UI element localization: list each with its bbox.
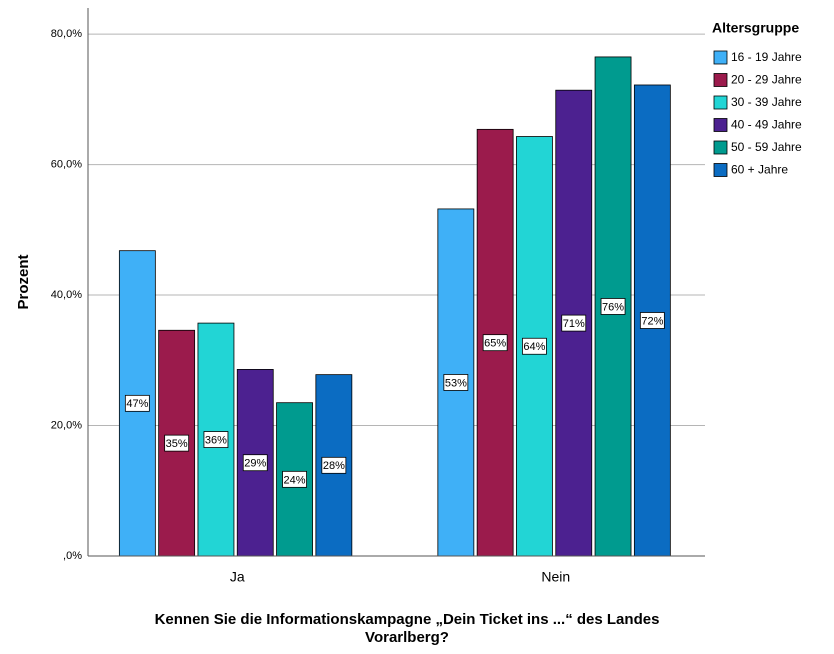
value-label-box xyxy=(639,312,665,329)
value-label-box xyxy=(443,374,469,391)
value-label: 64% xyxy=(523,341,545,353)
legend-label: 16 - 19 Jahre xyxy=(731,50,802,64)
y-tick-label: ,0% xyxy=(63,550,82,562)
legend-label: 50 - 59 Jahre xyxy=(731,140,802,154)
value-label-box xyxy=(600,298,626,315)
legend-title: Altersgruppe xyxy=(712,20,799,36)
value-label: 76% xyxy=(602,301,624,313)
value-label: 29% xyxy=(244,458,266,470)
value-label-box xyxy=(561,314,587,332)
y-tick-label: 60,0% xyxy=(51,158,82,170)
value-label-box xyxy=(242,454,268,472)
legend-swatch xyxy=(713,140,728,155)
y-tick-label: 80,0% xyxy=(51,28,82,40)
legend-label: 20 - 29 Jahre xyxy=(731,73,802,87)
legend-swatch xyxy=(713,118,728,132)
value-label-box xyxy=(164,434,190,452)
legend-swatch xyxy=(713,50,728,65)
value-label: 53% xyxy=(445,377,467,389)
value-label: 65% xyxy=(484,338,506,350)
value-label: 36% xyxy=(205,434,227,446)
value-label: 47% xyxy=(126,398,148,410)
value-label: 35% xyxy=(166,438,188,450)
legend-label: 30 - 39 Jahre xyxy=(731,95,802,109)
value-label: 24% xyxy=(284,474,306,486)
value-label-box xyxy=(522,337,547,355)
legend-swatch xyxy=(713,163,728,177)
y-tick-label: 40,0% xyxy=(51,289,82,301)
x-tick-label: Ja xyxy=(230,569,245,585)
x-axis-title: Kennen Sie die Informationskampagne „Dei… xyxy=(155,611,660,628)
legend-label: 40 - 49 Jahre xyxy=(731,118,802,132)
legend-swatch xyxy=(713,95,728,110)
value-label-box xyxy=(124,394,150,412)
value-label-box xyxy=(321,456,347,474)
x-axis-title: Vorarlberg? xyxy=(365,629,449,646)
value-label-box xyxy=(282,470,307,488)
value-label: 71% xyxy=(563,318,585,330)
y-axis-title: Prozent xyxy=(15,254,32,309)
value-label: 28% xyxy=(323,460,345,472)
y-tick-label: 20,0% xyxy=(51,419,82,431)
value-label-box xyxy=(482,334,508,352)
x-tick-label: Nein xyxy=(541,569,570,585)
legend-label: 60 + Jahre xyxy=(731,163,788,177)
legend-swatch xyxy=(713,73,728,87)
value-label-box xyxy=(203,431,229,448)
value-label: 72% xyxy=(641,315,663,327)
